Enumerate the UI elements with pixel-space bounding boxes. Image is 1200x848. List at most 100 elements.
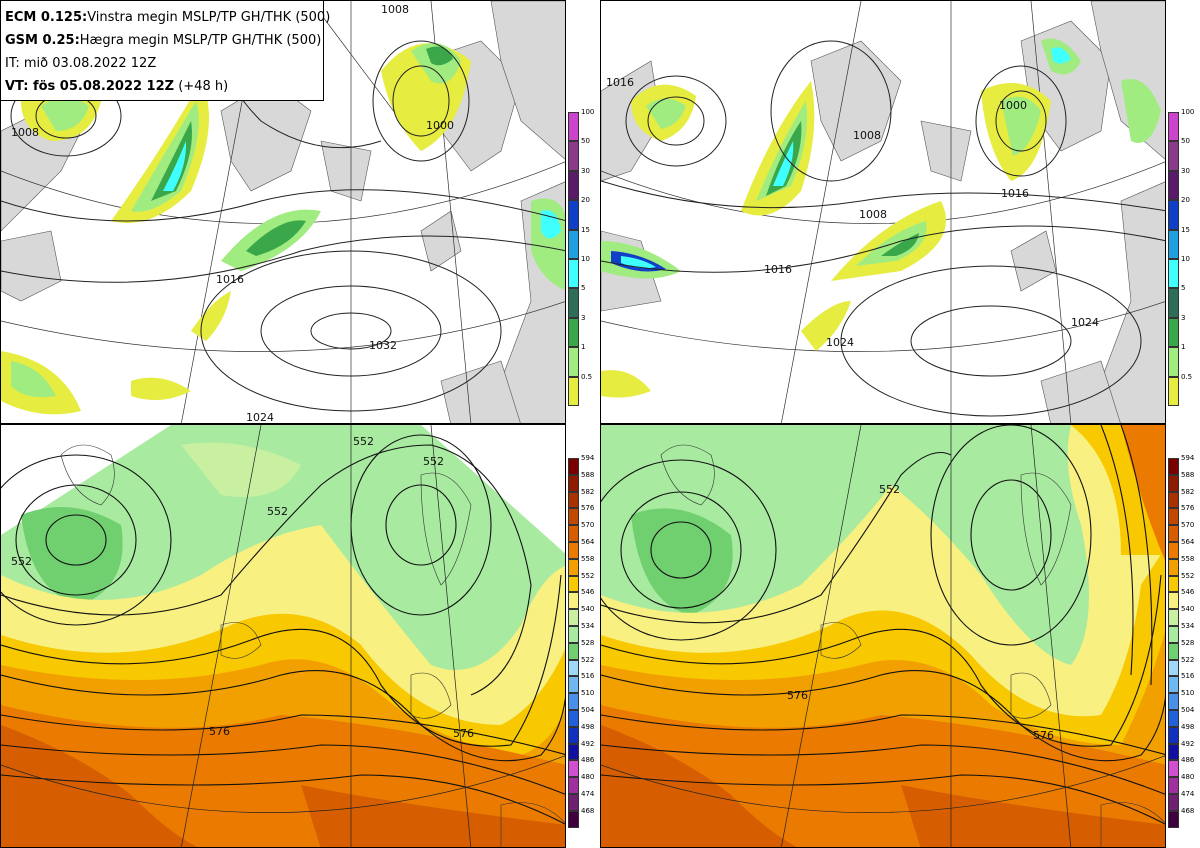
thickness-colorbar: 594 588 582 576 570 564 558 552 546 540 534 528 522 5… <box>568 454 598 828</box>
colorbar-swatch <box>568 760 579 778</box>
colorbar-swatch <box>1168 659 1179 677</box>
colorbar-tick-label: 486 <box>1181 756 1195 765</box>
colorbar-tick-label: 468 <box>581 806 595 815</box>
isobar-label: 1016 <box>606 76 634 89</box>
colorbar-tick-label: 528 <box>581 638 595 647</box>
colorbar-tick-label: 546 <box>581 588 595 597</box>
colorbar-tick-label: 570 <box>1181 521 1195 530</box>
colorbar-swatch <box>1168 592 1179 610</box>
colorbar-swatch <box>568 693 579 710</box>
isobar-label: 1008 <box>11 126 39 139</box>
colorbar-swatch <box>568 642 579 660</box>
colorbar-swatch <box>568 491 579 509</box>
colorbar-swatch <box>568 259 579 289</box>
colorbar-swatch <box>568 592 579 610</box>
colorbar-tick-label: 522 <box>581 655 595 664</box>
colorbar-swatch <box>568 710 579 727</box>
height-label: 576 <box>453 727 474 740</box>
colorbar-tick-label: 5 <box>581 284 586 293</box>
colorbar-swatch <box>568 609 579 626</box>
colorbar-swatch <box>1168 693 1179 710</box>
colorbar-tick-label: 474 <box>581 790 595 798</box>
ecm-model-line: ECM 0.125:Vinstra megin MSLP/TP GH/THK (… <box>5 10 331 25</box>
colorbar-tick-label: 20 <box>581 196 590 205</box>
height-label: 576 <box>209 725 230 738</box>
colorbar-tick-label: 498 <box>581 722 595 731</box>
precip-colorbar: 100 50 30 20 15 10 5 3 1 0.5 <box>568 108 598 406</box>
colorbar-swatch <box>1168 458 1179 475</box>
colorbar-tick-label: 558 <box>1181 554 1195 563</box>
colorbar-swatch <box>568 170 579 201</box>
colorbar-swatch <box>568 229 579 259</box>
colorbar-tick-label: 100 <box>581 108 595 116</box>
colorbar-swatch <box>1168 317 1179 348</box>
colorbar-tick-label: 30 <box>581 166 590 175</box>
colorbar-swatch <box>1168 229 1179 259</box>
graticule <box>601 1 1165 423</box>
colorbar-swatch <box>568 508 579 526</box>
height-label: 552 <box>11 555 32 568</box>
height-label: 552 <box>879 483 900 496</box>
colorbar-swatch <box>1168 288 1179 318</box>
colorbar-swatch <box>1168 626 1179 643</box>
colorbar-swatch <box>568 525 579 542</box>
colorbar-swatch <box>1168 200 1179 230</box>
colorbar-swatch <box>1168 141 1179 171</box>
isobar-label: 1024 <box>246 411 274 424</box>
colorbar-swatch <box>1168 376 1179 406</box>
colorbar-tick-label: 480 <box>581 773 595 782</box>
gsm-thickness-map: 552 576 576 <box>600 424 1166 848</box>
colorbar-tick-label: 3 <box>581 313 586 322</box>
isobar-label: 1008 <box>853 129 881 142</box>
coastlines <box>660 444 1165 847</box>
colorbar-swatch <box>568 743 579 761</box>
colorbar-tick-label: 594 <box>581 454 595 462</box>
colorbar-tick-label: 582 <box>1181 487 1195 496</box>
colorbar-swatch <box>568 575 579 593</box>
colorbar-tick-label: 492 <box>1181 739 1195 748</box>
colorbar-tick-label: 15 <box>1181 225 1190 234</box>
colorbar-swatch <box>1168 347 1179 377</box>
colorbar-swatch <box>1168 474 1179 492</box>
height-contours <box>601 425 1165 825</box>
colorbar-swatch <box>1168 542 1179 559</box>
colorbar-swatch <box>1168 508 1179 526</box>
colorbar-swatch <box>1168 558 1179 576</box>
colorbar-swatch <box>568 474 579 492</box>
colorbar-swatch <box>1168 642 1179 660</box>
thickness-colorbar: 594 588 582 576 570 564 558 552 546 540 534 528 522 5… <box>1168 454 1198 828</box>
colorbar-swatch <box>568 376 579 406</box>
isobar-label: 1000 <box>999 99 1027 112</box>
coastlines <box>60 444 565 847</box>
colorbar-tick-label: 576 <box>1181 504 1195 513</box>
colorbar-tick-label: 564 <box>581 538 595 546</box>
colorbar-tick-label: 100 <box>1181 108 1195 116</box>
colorbar-tick-label: 15 <box>581 225 590 234</box>
colorbar-swatch <box>568 676 579 694</box>
colorbar-tick-label: 0.5 <box>1181 372 1193 381</box>
colorbar-swatch <box>1168 112 1179 142</box>
colorbar-tick-label: 552 <box>1181 571 1195 580</box>
gsm-model-line: GSM 0.25:Hægra megin MSLP/TP GH/THK (500… <box>5 33 322 48</box>
colorbar-swatch <box>568 777 579 794</box>
colorbar-tick-label: 564 <box>1181 538 1195 546</box>
colorbar-tick-label: 510 <box>581 689 595 698</box>
colorbar-swatch <box>1168 609 1179 626</box>
colorbar-tick-label: 570 <box>581 521 595 530</box>
colorbar-tick-label: 576 <box>581 504 595 513</box>
forecast-info-box: ECM 0.125:Vinstra megin MSLP/TP GH/THK (… <box>1 1 331 101</box>
colorbar-tick-label: 504 <box>1181 706 1195 714</box>
colorbar-swatch <box>1168 525 1179 542</box>
isobar-label: 1024 <box>826 336 854 349</box>
isobar-label: 1008 <box>381 3 409 16</box>
colorbar-tick-label: 540 <box>581 605 595 614</box>
colorbar-tick-label: 534 <box>581 622 595 630</box>
ecm-thickness-map: 552 552 552 552 576 576 <box>0 424 566 848</box>
colorbar-swatch <box>568 726 579 744</box>
colorbar-swatch <box>568 626 579 643</box>
isobar-label: 1000 <box>426 119 454 132</box>
height-contours <box>1 434 565 825</box>
colorbar-swatch <box>568 794 579 811</box>
colorbar-tick-label: 528 <box>1181 638 1195 647</box>
isobar-labels: 1008 1000 1016 1032 1024 1008 <box>11 3 454 424</box>
